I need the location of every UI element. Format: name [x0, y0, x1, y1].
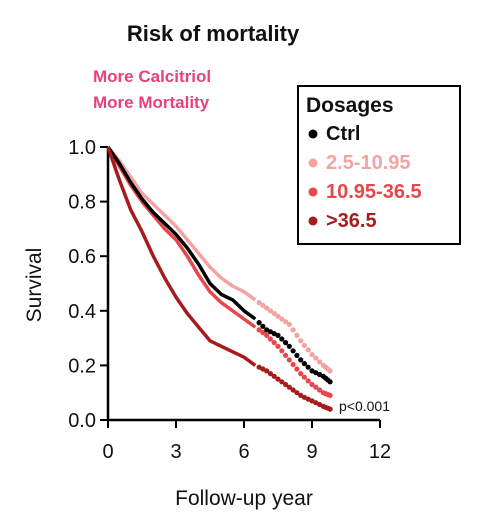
x-tick-label: 6: [238, 441, 249, 463]
legend-box: [297, 85, 461, 245]
series-point: [301, 361, 307, 367]
series-point: [264, 368, 270, 374]
series-point: [290, 387, 296, 393]
series-point: [279, 336, 285, 342]
series-point: [313, 384, 319, 390]
series-point: [267, 308, 273, 314]
series-point: [305, 378, 311, 384]
series-point: [283, 319, 289, 325]
series-point: [317, 387, 323, 393]
y-tick-label: 0.2: [68, 355, 96, 377]
series-line: [106, 146, 257, 321]
series-point: [298, 338, 304, 344]
series-point: [294, 390, 300, 396]
series-point: [317, 359, 323, 365]
legend-marker: [308, 187, 318, 197]
series-point: [279, 379, 285, 385]
series-point: [279, 316, 285, 322]
series-point: [294, 352, 300, 358]
legend-label: 10.95-36.5: [326, 181, 422, 203]
series-point: [275, 313, 281, 319]
x-tick-label: 9: [306, 441, 317, 463]
series-point: [286, 343, 292, 349]
legend-label: 2.5-10.95: [326, 152, 411, 174]
series-point: [283, 352, 289, 358]
series-point: [294, 332, 300, 338]
y-tick-label: 0.0: [68, 410, 96, 432]
series-point: [298, 357, 304, 363]
series-point: [275, 376, 281, 382]
ticks: 0 3 6 9 12 0.0 0.2 0.4 0.6 0.8 1.0: [68, 137, 391, 463]
annotation-line-2: More Mortality: [93, 93, 210, 112]
series-point: [313, 355, 319, 361]
series-point: [327, 379, 333, 385]
series-point: [290, 361, 296, 368]
series-line: [106, 145, 257, 302]
series-point: [298, 371, 304, 377]
annotation-line-1: More Calcitriol: [93, 67, 211, 86]
series-point: [267, 371, 273, 377]
series-point: [256, 300, 262, 306]
series-point: [290, 327, 296, 333]
x-tick-label: 12: [369, 441, 391, 463]
series-point: [260, 323, 266, 329]
series-point: [305, 347, 311, 353]
series-point: [309, 381, 315, 388]
series-point: [327, 368, 333, 374]
series-point: [275, 343, 281, 349]
series-point: [290, 348, 296, 354]
series-point: [271, 310, 277, 317]
legend-label: Ctrl: [326, 123, 360, 145]
series-point: [283, 340, 289, 346]
y-axis-label: Survival: [23, 248, 46, 323]
legend-marker: [308, 216, 318, 226]
y-tick-label: 0.4: [68, 301, 96, 323]
series-point: [260, 302, 266, 308]
series-point: [305, 364, 311, 370]
x-tick-label: 3: [170, 441, 181, 463]
legend-title: Dosages: [306, 94, 394, 117]
series-point: [286, 384, 292, 390]
series-point: [301, 374, 307, 380]
y-tick-label: 0.6: [68, 246, 96, 268]
chart-title: Risk of mortality: [127, 21, 300, 46]
series-point: [301, 342, 307, 348]
x-tick-label: 0: [102, 441, 113, 463]
series-point: [256, 327, 262, 333]
series-point: [271, 340, 277, 346]
series-point: [256, 320, 262, 326]
series-point: [309, 351, 315, 358]
series-point: [264, 332, 270, 338]
plot-area: [106, 145, 333, 412]
y-tick-label: 1.0: [68, 137, 96, 159]
legend-marker: [308, 129, 318, 139]
legend-marker: [308, 158, 318, 168]
series-line: [106, 146, 257, 367]
series-point: [275, 332, 281, 338]
x-axis-label: Follow-up year: [175, 487, 313, 510]
series-point: [286, 321, 292, 327]
y-tick-label: 0.8: [68, 192, 96, 214]
series-point: [271, 373, 277, 379]
legend-label: >36.5: [326, 210, 377, 232]
series-point: [260, 330, 266, 336]
series-point: [267, 336, 273, 342]
series-point: [283, 381, 289, 388]
series-point: [294, 366, 300, 372]
series-point: [286, 357, 292, 363]
series-point: [279, 348, 285, 354]
legend: Dosages Ctrl 2.5-10.95 10.95-36.5 >36.5: [297, 85, 461, 245]
series-point: [327, 392, 333, 398]
legend-items: Ctrl 2.5-10.95 10.95-36.5 >36.5: [308, 123, 422, 232]
series-point: [327, 406, 333, 412]
p-value-label: p<0.001: [339, 398, 390, 414]
series-point: [264, 305, 270, 311]
